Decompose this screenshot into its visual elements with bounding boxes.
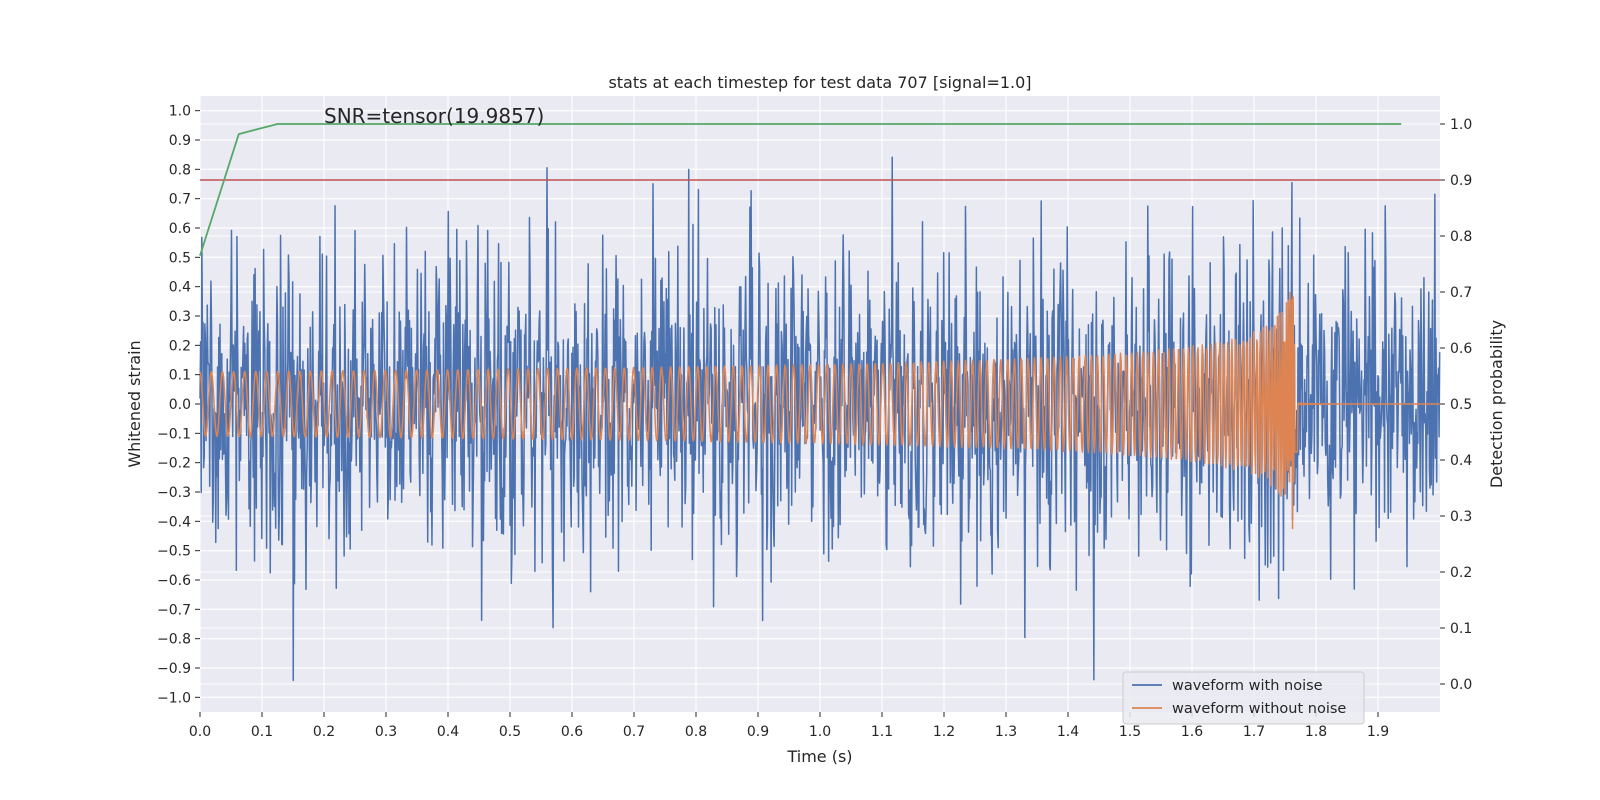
right-y-tick-label: 0.9 <box>1450 173 1472 189</box>
y-tick-label: −0.3 <box>157 485 191 501</box>
y-tick-label: −0.8 <box>157 632 191 648</box>
legend-label-clean: waveform without noise <box>1172 701 1346 717</box>
x-axis-label: Time (s) <box>786 747 852 766</box>
right-y-tick-label: 0.8 <box>1450 229 1472 245</box>
x-tick-label: 0.7 <box>623 724 645 740</box>
x-tick-label: 0.2 <box>313 724 335 740</box>
right-y-axis-ticks: 1.0 0.9 0.8 0.7 0.6 0.5 0.4 0.3 0.2 0.1 0.0 <box>1440 117 1472 693</box>
y-tick-label: 0.7 <box>169 192 191 208</box>
y-tick-label: −1.0 <box>157 690 191 706</box>
y-tick-label: −0.4 <box>157 514 191 530</box>
x-tick-label: 0.5 <box>499 724 521 740</box>
y-tick-label: −0.1 <box>157 426 191 442</box>
right-y-tick-label: 0.0 <box>1450 677 1472 693</box>
legend: waveform with noise waveform without noi… <box>1122 671 1365 725</box>
line-waveform-without-noise <box>199 291 1440 530</box>
x-tick-label: 1.2 <box>933 724 955 740</box>
x-tick-label: 1.4 <box>1057 724 1079 740</box>
series-detection-probability <box>199 123 1402 256</box>
y-axis-ticks: 1.0 0.9 0.8 0.7 0.6 0.5 0.4 0.3 0.2 0.1 0.0 −0.1 −0.… <box>157 104 200 706</box>
y-tick-label: 0.6 <box>169 221 191 237</box>
y-tick-label: −0.2 <box>157 456 191 472</box>
y-tick-label: 0.9 <box>169 133 191 149</box>
right-y-tick-label: 0.2 <box>1450 565 1472 581</box>
series-waveform-without-noise <box>199 291 1440 530</box>
x-tick-label: 0.0 <box>189 724 211 740</box>
x-tick-label: 1.0 <box>809 724 831 740</box>
x-tick-label: 1.3 <box>995 724 1017 740</box>
x-tick-label: 1.5 <box>1119 724 1141 740</box>
line-detection-probability <box>199 123 1402 256</box>
right-y-axis-label: Detection probability <box>1487 320 1506 488</box>
x-tick-label: 0.8 <box>685 724 707 740</box>
y-axis-label: Whitened strain <box>125 340 144 467</box>
y-tick-label: 0.0 <box>169 397 191 413</box>
y-tick-label: 0.2 <box>169 338 191 354</box>
x-tick-label: 1.7 <box>1243 724 1265 740</box>
right-y-tick-label: 0.3 <box>1450 509 1472 525</box>
y-tick-label: −0.5 <box>157 544 191 560</box>
x-tick-label: 1.8 <box>1305 724 1327 740</box>
y-tick-label: −0.6 <box>157 573 191 589</box>
right-y-tick-label: 0.4 <box>1450 453 1472 469</box>
right-y-tick-label: 0.1 <box>1450 621 1472 637</box>
x-tick-label: 0.4 <box>437 724 459 740</box>
y-tick-label: −0.9 <box>157 661 191 677</box>
right-y-tick-label: 0.7 <box>1450 285 1472 301</box>
y-tick-label: 1.0 <box>169 104 191 120</box>
x-tick-label: 1.1 <box>871 724 893 740</box>
y-tick-label: −0.7 <box>157 602 191 618</box>
right-y-tick-label: 0.5 <box>1450 397 1472 413</box>
right-y-tick-label: 1.0 <box>1450 117 1472 133</box>
x-axis-ticks: 0.0 0.1 0.2 0.3 0.4 0.5 0.6 0.7 0.8 0.9 1.0 1.1 1.2 1… <box>189 712 1389 740</box>
y-tick-label: 0.4 <box>169 280 191 296</box>
legend-box <box>1122 671 1365 725</box>
right-y-tick-label: 0.6 <box>1450 341 1472 357</box>
x-tick-label: 0.6 <box>561 724 583 740</box>
x-tick-label: 0.9 <box>747 724 769 740</box>
x-tick-label: 1.6 <box>1181 724 1203 740</box>
y-tick-label: 0.8 <box>169 162 191 178</box>
y-tick-label: 0.3 <box>169 309 191 325</box>
chart-title: stats at each timestep for test data 707… <box>608 73 1031 92</box>
x-tick-label: 1.9 <box>1367 724 1389 740</box>
x-tick-label: 0.3 <box>375 724 397 740</box>
y-tick-label: 0.1 <box>169 368 191 384</box>
x-tick-label: 0.1 <box>251 724 273 740</box>
snr-annotation: SNR=tensor(19.9857) <box>324 104 544 128</box>
y-tick-label: 0.5 <box>169 250 191 266</box>
legend-label-noisy: waveform with noise <box>1172 678 1323 694</box>
